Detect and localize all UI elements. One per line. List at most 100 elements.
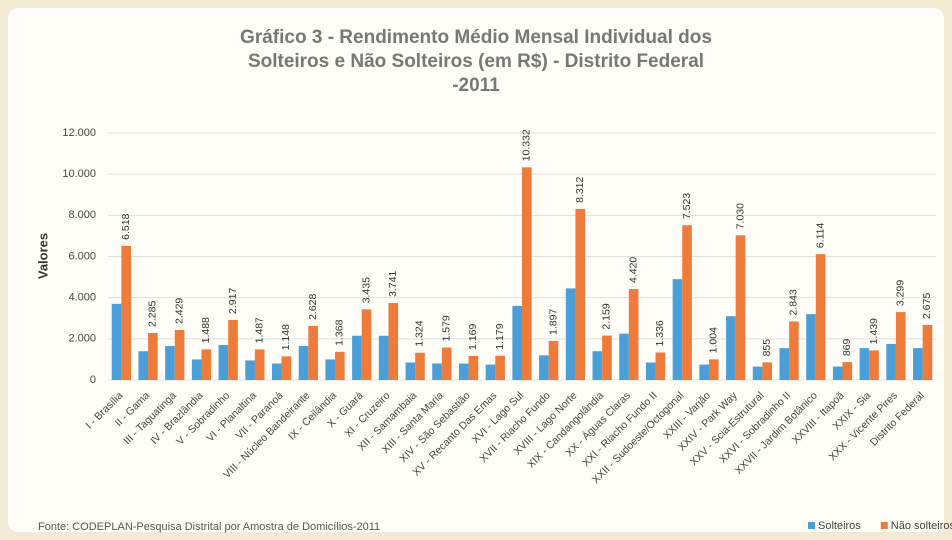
value-label: 855: [761, 339, 773, 357]
legend-swatch: [808, 522, 815, 529]
value-label: 1.336: [654, 320, 666, 346]
value-label: 1.579: [440, 315, 452, 341]
bar: [913, 348, 923, 380]
bar: [325, 359, 336, 380]
bar: [281, 356, 292, 380]
bar: [522, 167, 532, 380]
value-label: 6.114: [814, 222, 826, 248]
y-tick-label: 6.000: [68, 250, 96, 262]
bar: [138, 351, 149, 380]
bar: [592, 351, 603, 380]
bar: [298, 346, 309, 380]
y-tick-label: 12.000: [62, 127, 96, 139]
legend-swatch: [880, 522, 888, 529]
bar: [602, 335, 612, 380]
value-label: 1.179: [494, 323, 506, 349]
bar: [886, 343, 896, 380]
value-label: 1.897: [547, 309, 559, 335]
value-label: 3.741: [387, 271, 399, 297]
bar: [682, 225, 692, 380]
bar: [415, 352, 425, 380]
value-label: 2.429: [173, 298, 185, 324]
bar: [512, 305, 522, 380]
value-label: 3.299: [895, 280, 907, 306]
bar: [405, 362, 416, 380]
value-label: 1.004: [708, 327, 720, 353]
bar: [201, 349, 212, 380]
y-tick-label: 10.000: [62, 168, 96, 180]
bar: [708, 359, 719, 380]
y-axis-label: Valores: [35, 233, 50, 279]
value-label: 2.843: [788, 289, 800, 315]
bar: [832, 366, 843, 380]
value-label: 1.439: [868, 318, 880, 344]
value-label: 7.523: [681, 193, 693, 219]
bar: [228, 319, 238, 380]
y-tick-label: 0: [90, 374, 96, 386]
bar: [779, 348, 790, 380]
bar: [254, 349, 265, 380]
bar: [672, 279, 683, 380]
value-label: 8.312: [574, 176, 586, 202]
source-note: Fonte: CODEPLAN-Pesquisa Distrital por A…: [38, 521, 380, 533]
bar: [789, 321, 799, 380]
y-tick-label: 8.000: [68, 209, 96, 221]
value-label: 1.169: [467, 324, 479, 350]
bar: [335, 351, 345, 380]
chart-panel: [8, 8, 944, 532]
legend-label: Solteiros: [818, 520, 861, 532]
value-label: 2.628: [307, 293, 319, 319]
bar: [174, 330, 185, 380]
value-label: 2.917: [227, 288, 239, 314]
bar: [361, 309, 372, 380]
bar: [815, 254, 826, 380]
bar: [458, 363, 469, 380]
bar: [655, 352, 666, 380]
bar: [895, 312, 906, 380]
value-label: 1.488: [200, 317, 212, 343]
bar: [762, 362, 773, 380]
bar: [806, 314, 816, 380]
bar: [869, 350, 879, 380]
bar: [271, 363, 282, 380]
chart-title: Gráfico 3 - Rendimento Médio Mensal Indi…: [240, 27, 712, 96]
bar: [495, 355, 505, 380]
bar: [165, 346, 175, 380]
bar: [922, 324, 933, 380]
value-label: 1.148: [280, 324, 292, 350]
bar: [699, 364, 709, 380]
value-label: 10.332: [521, 129, 533, 161]
legend-label: Não solteiros: [891, 520, 952, 532]
value-label: 2.675: [921, 293, 933, 319]
value-label: 6.518: [120, 213, 132, 239]
bar: [441, 347, 452, 380]
bar: [308, 325, 318, 380]
value-label: 3.435: [360, 277, 372, 303]
bar: [148, 332, 158, 380]
bar: [539, 355, 549, 380]
value-label: 869: [841, 338, 853, 356]
bar: [111, 303, 122, 380]
bar: [752, 366, 763, 380]
bar: [388, 302, 399, 380]
bar: [218, 345, 229, 380]
bar: [378, 335, 389, 380]
bar: [645, 362, 656, 380]
bar: [735, 235, 746, 380]
value-label: 4.420: [627, 257, 639, 283]
bar: [575, 208, 586, 380]
value-label: 1.368: [334, 319, 346, 345]
bar: [485, 364, 496, 380]
bar: [842, 362, 853, 380]
value-label: 1.487: [253, 317, 265, 343]
bar: [726, 316, 736, 380]
bar: [859, 348, 870, 380]
value-label: 2.285: [147, 301, 159, 327]
bar: [352, 335, 362, 380]
bar: [565, 288, 576, 380]
bar: [191, 359, 202, 380]
bar: [468, 355, 479, 380]
bar: [628, 289, 639, 380]
